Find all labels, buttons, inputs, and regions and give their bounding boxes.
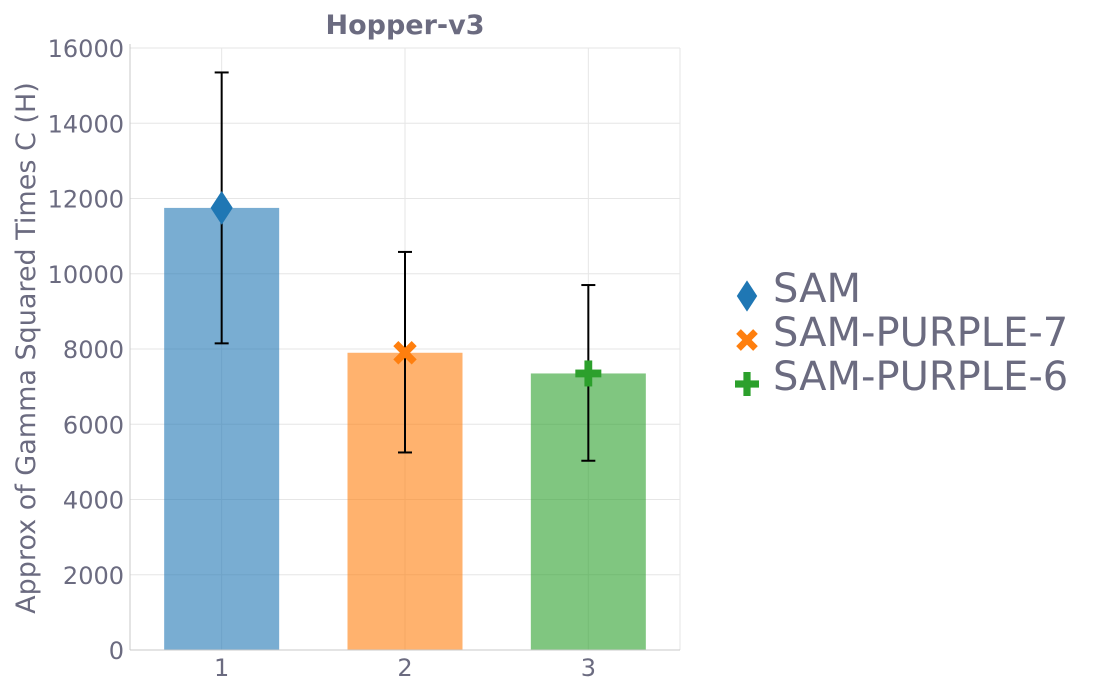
y-axis-label: Approx of Gamma Squared Times C (H) [11,82,42,614]
x-tick-label: 3 [581,654,596,682]
y-tick-label: 6000 [63,411,124,439]
x-tick-label: 1 [214,654,229,682]
cross-marker-arm [584,360,593,387]
legend-label: SAM-PURPLE-7 [773,310,1068,356]
cross-marker [575,360,602,387]
chart-title: Hopper-v3 [325,10,484,41]
legend-x-icon-arm [736,329,758,351]
y-tick-label: 4000 [63,487,124,515]
y-tick-label: 10000 [48,261,124,289]
x-marker [393,341,417,365]
tick-labels: 0 2000 4000 6000 8000 10000 12000 14000 16000 1 2 3 [48,35,596,682]
y-tick-label: 14000 [48,110,124,138]
y-tick-label: 2000 [63,562,124,590]
y-tick-label: 12000 [48,186,124,214]
diamond-marker [210,191,233,225]
legend-x-icon [736,329,758,351]
legend-label: SAM-PURPLE-6 [773,354,1068,400]
y-tick-label: 0 [109,637,124,665]
legend-label: SAM [773,266,861,312]
legend-cross-icon-arm [743,372,751,396]
legend-diamond-icon [736,280,758,312]
legend-cross-icon [735,372,759,396]
y-tick-label: 16000 [48,35,124,63]
x-tick-label: 2 [397,654,412,682]
x-marker-arm [393,341,417,365]
axes [129,44,680,651]
markers [210,191,602,387]
y-tick-label: 8000 [63,336,124,364]
